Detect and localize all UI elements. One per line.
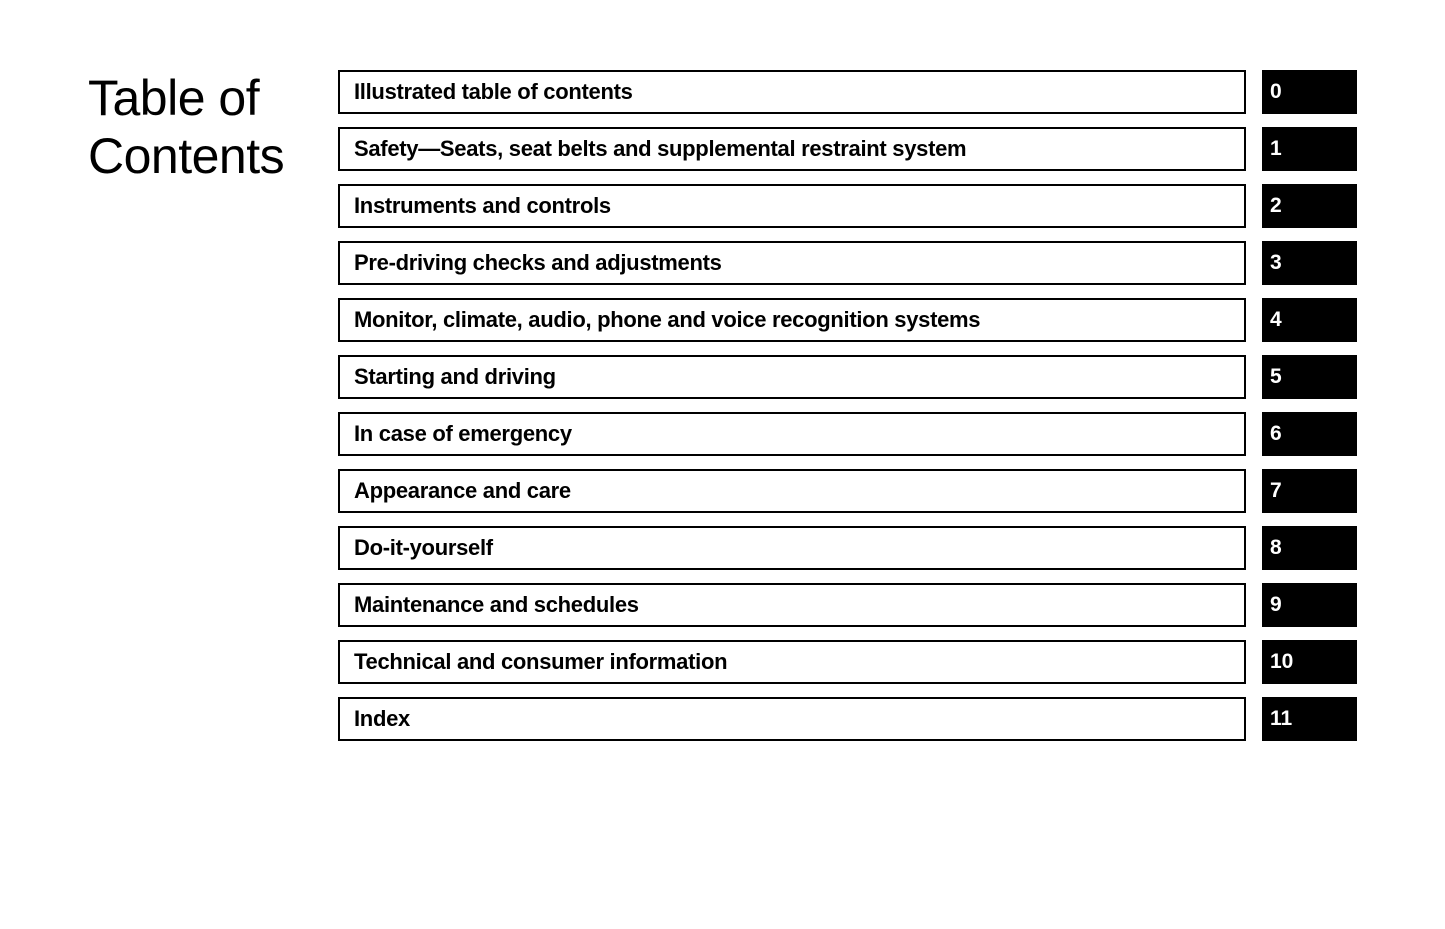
toc-label-box: Illustrated table of contents: [338, 70, 1246, 114]
toc-row: Safety—Seats, seat belts and supplementa…: [338, 127, 1357, 171]
toc-container: Table of Contents Illustrated table of c…: [0, 0, 1445, 741]
toc-row: Instruments and controls 2: [338, 184, 1357, 228]
toc-number-box: 8: [1262, 526, 1357, 570]
toc-label-box: Index: [338, 697, 1246, 741]
toc-row: Starting and driving 5: [338, 355, 1357, 399]
toc-label-text: Technical and consumer information: [354, 649, 727, 675]
toc-number-text: 9: [1270, 593, 1282, 617]
toc-label-box: Do-it-yourself: [338, 526, 1246, 570]
toc-number-box: 6: [1262, 412, 1357, 456]
toc-number-text: 8: [1270, 536, 1282, 560]
toc-number-text: 3: [1270, 251, 1282, 275]
title-line-2: Contents: [88, 128, 284, 184]
toc-label-text: Monitor, climate, audio, phone and voice…: [354, 307, 980, 333]
toc-label-text: In case of emergency: [354, 421, 572, 447]
toc-label-text: Appearance and care: [354, 478, 571, 504]
toc-number-box: 7: [1262, 469, 1357, 513]
toc-row: Illustrated table of contents 0: [338, 70, 1357, 114]
toc-label-text: Instruments and controls: [354, 193, 611, 219]
title-column: Table of Contents: [88, 70, 316, 741]
toc-number-text: 10: [1270, 650, 1293, 674]
title-line-1: Table of: [88, 70, 259, 126]
toc-label-text: Do-it-yourself: [354, 535, 493, 561]
toc-label-text: Starting and driving: [354, 364, 556, 390]
toc-label-box: Maintenance and schedules: [338, 583, 1246, 627]
toc-number-text: 6: [1270, 422, 1282, 446]
toc-number-box: 1: [1262, 127, 1357, 171]
toc-number-text: 7: [1270, 479, 1282, 503]
toc-row: Technical and consumer information 10: [338, 640, 1357, 684]
toc-number-box: 11: [1262, 697, 1357, 741]
toc-row: Monitor, climate, audio, phone and voice…: [338, 298, 1357, 342]
entries-column: Illustrated table of contents 0 Safety—Sea…: [338, 70, 1357, 741]
toc-number-text: 0: [1270, 80, 1282, 104]
toc-number-text: 11: [1270, 707, 1292, 731]
toc-row: Pre-driving checks and adjustments 3: [338, 241, 1357, 285]
toc-row: Maintenance and schedules 9: [338, 583, 1357, 627]
toc-label-box: Monitor, climate, audio, phone and voice…: [338, 298, 1246, 342]
toc-number-text: 5: [1270, 365, 1282, 389]
toc-label-box: Instruments and controls: [338, 184, 1246, 228]
toc-label-text: Safety—Seats, seat belts and supplementa…: [354, 136, 966, 162]
page-title: Table of Contents: [88, 70, 316, 185]
toc-label-text: Pre-driving checks and adjustments: [354, 250, 722, 276]
toc-row: In case of emergency 6: [338, 412, 1357, 456]
toc-row: Index 11: [338, 697, 1357, 741]
toc-number-box: 5: [1262, 355, 1357, 399]
toc-label-box: Appearance and care: [338, 469, 1246, 513]
toc-number-box: 10: [1262, 640, 1357, 684]
toc-label-box: Pre-driving checks and adjustments: [338, 241, 1246, 285]
toc-number-text: 4: [1270, 308, 1282, 332]
toc-label-box: Safety—Seats, seat belts and supplementa…: [338, 127, 1246, 171]
toc-label-box: Starting and driving: [338, 355, 1246, 399]
toc-number-box: 2: [1262, 184, 1357, 228]
toc-row: Do-it-yourself 8: [338, 526, 1357, 570]
toc-number-box: 4: [1262, 298, 1357, 342]
toc-label-box: Technical and consumer information: [338, 640, 1246, 684]
toc-label-text: Index: [354, 706, 410, 732]
toc-number-box: 9: [1262, 583, 1357, 627]
toc-number-text: 1: [1270, 137, 1282, 161]
toc-label-text: Maintenance and schedules: [354, 592, 639, 618]
toc-number-box: 3: [1262, 241, 1357, 285]
toc-number-text: 2: [1270, 194, 1282, 218]
toc-label-box: In case of emergency: [338, 412, 1246, 456]
toc-number-box: 0: [1262, 70, 1357, 114]
toc-label-text: Illustrated table of contents: [354, 79, 633, 105]
toc-row: Appearance and care 7: [338, 469, 1357, 513]
